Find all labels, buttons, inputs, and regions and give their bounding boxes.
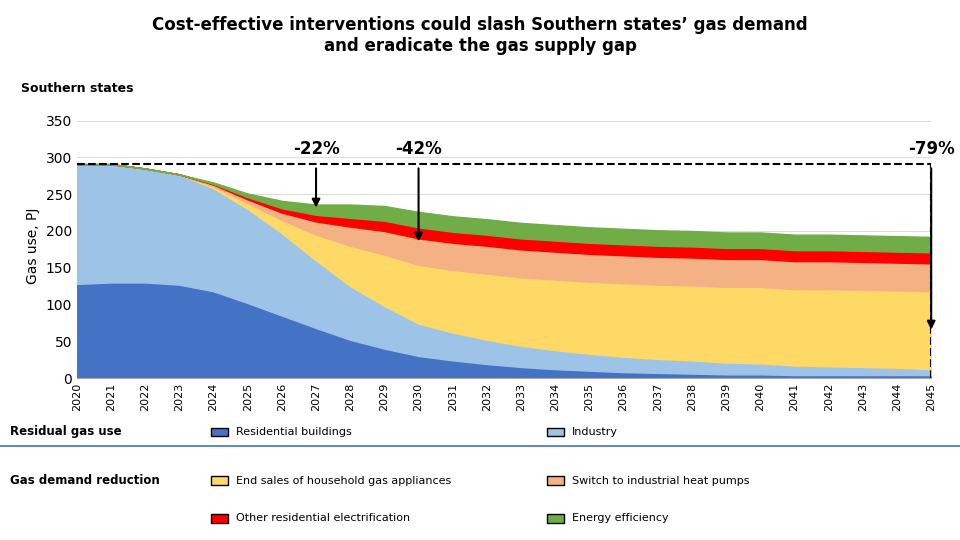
Text: -79%: -79% — [908, 140, 954, 158]
Text: Industry: Industry — [572, 427, 618, 437]
Text: -22%: -22% — [293, 140, 340, 158]
Text: Gas demand reduction: Gas demand reduction — [10, 474, 159, 487]
Text: Southern states: Southern states — [21, 82, 133, 95]
Text: End sales of household gas appliances: End sales of household gas appliances — [236, 476, 451, 485]
Text: -42%: -42% — [396, 140, 442, 158]
Y-axis label: Gas use, PJ: Gas use, PJ — [26, 207, 40, 284]
Text: Other residential electrification: Other residential electrification — [236, 514, 410, 523]
Text: Residential buildings: Residential buildings — [236, 427, 352, 437]
Text: Cost-effective interventions could slash Southern states’ gas demand
and eradica: Cost-effective interventions could slash… — [153, 16, 807, 55]
Text: Energy efficiency: Energy efficiency — [572, 514, 669, 523]
Text: Switch to industrial heat pumps: Switch to industrial heat pumps — [572, 476, 750, 485]
Text: Residual gas use: Residual gas use — [10, 426, 121, 438]
